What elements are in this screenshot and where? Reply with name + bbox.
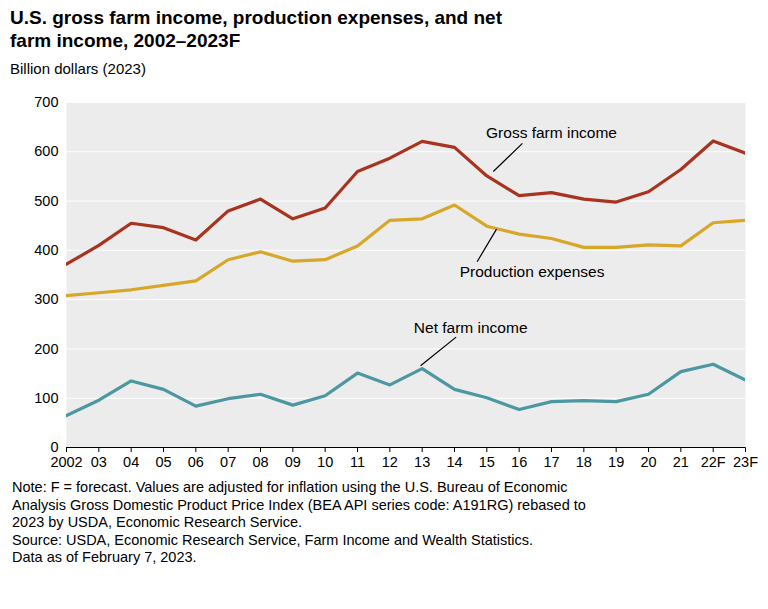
html-text:Source: USDA, Economic Researc: Source: USDA, Economic Research Service,… — [12, 531, 534, 548]
svg-text:09: 09 — [285, 454, 301, 470]
svg-text:Production expenses: Production expenses — [460, 263, 605, 280]
svg-text:05: 05 — [155, 454, 171, 470]
svg-text:500: 500 — [34, 193, 58, 209]
svg-text:16: 16 — [511, 454, 527, 470]
svg-text:11: 11 — [350, 454, 365, 470]
svg-text:300: 300 — [34, 291, 58, 307]
svg-text:Gross farm income: Gross farm income — [486, 124, 617, 141]
svg-text:08: 08 — [252, 454, 268, 470]
svg-text:06: 06 — [188, 454, 204, 470]
html-text:Billion dollars (2023): Billion dollars (2023) — [10, 60, 146, 77]
svg-text:200: 200 — [34, 341, 58, 357]
svg-text:12: 12 — [382, 454, 398, 470]
svg-text:0: 0 — [50, 439, 58, 455]
svg-text:700: 700 — [34, 94, 58, 110]
svg-text:19: 19 — [608, 454, 624, 470]
svg-text:22F: 22F — [701, 454, 726, 470]
html-text:U.S. gross farm income, produc: U.S. gross farm income, production expen… — [10, 7, 502, 51]
html-text:Note: F = forecast. Values are: Note: F = forecast. Values are adjusted … — [12, 479, 568, 495]
html-text:2023 by USDA, Economic Researc: 2023 by USDA, Economic Research Service. — [12, 514, 303, 530]
svg-text:400: 400 — [34, 242, 58, 258]
svg-text:20: 20 — [640, 454, 656, 470]
html-text:Analysis Gross Domestic Produc: Analysis Gross Domestic Product Price In… — [12, 496, 586, 513]
svg-text:100: 100 — [34, 390, 58, 406]
svg-text:Net farm income: Net farm income — [414, 319, 528, 336]
svg-text:13: 13 — [414, 454, 430, 470]
svg-text:23F: 23F — [733, 454, 758, 470]
svg-text:600: 600 — [34, 143, 58, 159]
svg-text:18: 18 — [576, 454, 592, 470]
svg-text:07: 07 — [220, 454, 236, 470]
svg-text:17: 17 — [543, 454, 559, 470]
html-text:Data as of February 7, 2023.: Data as of February 7, 2023. — [12, 549, 197, 565]
svg-text:15: 15 — [479, 454, 495, 470]
svg-text:14: 14 — [446, 454, 462, 470]
svg-text:10: 10 — [317, 454, 333, 470]
svg-text:04: 04 — [123, 454, 139, 470]
svg-text:2002: 2002 — [50, 454, 82, 470]
svg-text:03: 03 — [91, 454, 107, 470]
svg-text:21: 21 — [673, 454, 689, 470]
